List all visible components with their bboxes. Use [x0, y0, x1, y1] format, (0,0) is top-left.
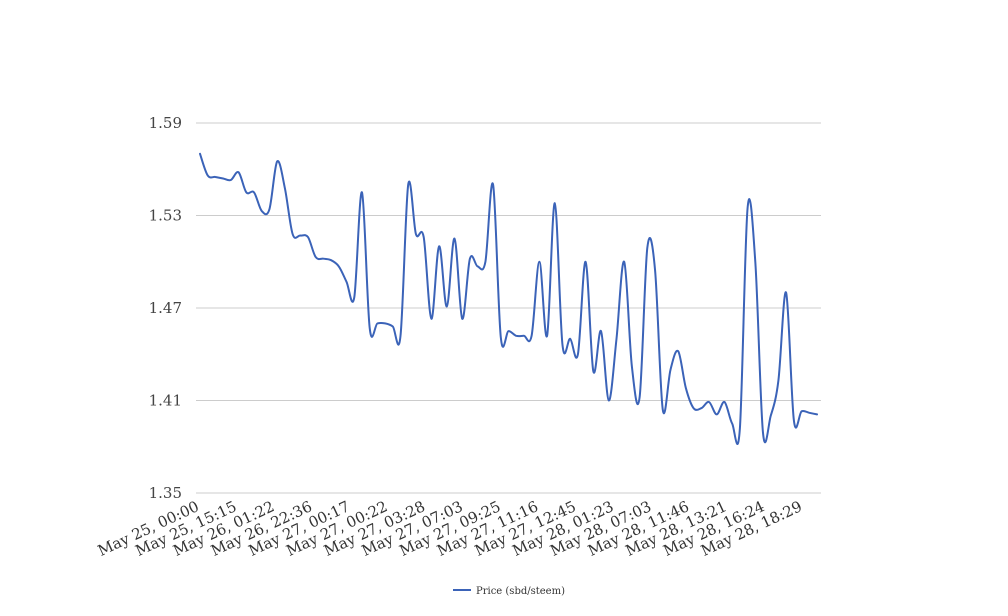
y-axis-ticks: 1.35 1.41 1.47 1.53 1.59	[149, 114, 182, 502]
y-tick-label: 1.41	[149, 392, 182, 410]
y-tick-label: 1.59	[149, 114, 182, 132]
gridlines	[196, 122, 821, 494]
legend[interactable]: Price (sbd/steem)	[453, 586, 565, 597]
legend-label: Price (sbd/steem)	[476, 586, 565, 597]
series-layer	[199, 152, 818, 446]
y-tick-label: 1.53	[149, 207, 182, 225]
y-tick-label: 1.47	[149, 299, 182, 317]
y-tick-label: 1.35	[149, 484, 182, 502]
series-line-0	[199, 152, 818, 446]
